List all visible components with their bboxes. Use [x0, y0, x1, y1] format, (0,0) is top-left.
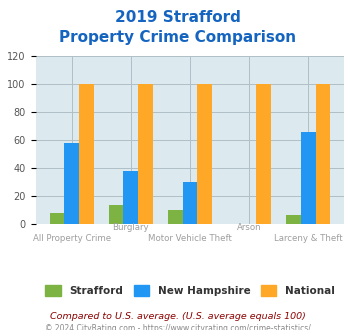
Bar: [50, 213, 64, 224]
Bar: [168, 211, 182, 224]
Text: 2019 Strafford: 2019 Strafford: [115, 10, 240, 25]
Text: Motor Vehicle Theft: Motor Vehicle Theft: [148, 234, 232, 243]
Text: Compared to U.S. average. (U.S. average equals 100): Compared to U.S. average. (U.S. average …: [50, 312, 305, 321]
Bar: [301, 132, 316, 224]
Bar: [109, 205, 124, 224]
Bar: [124, 171, 138, 224]
Bar: [182, 182, 197, 224]
Text: © 2024 CityRating.com - https://www.cityrating.com/crime-statistics/: © 2024 CityRating.com - https://www.city…: [45, 324, 310, 330]
Text: All Property Crime: All Property Crime: [33, 234, 111, 243]
Bar: [64, 143, 79, 224]
Text: Larceny & Theft: Larceny & Theft: [274, 234, 343, 243]
Bar: [79, 84, 94, 224]
Bar: [197, 84, 212, 224]
Text: Arson: Arson: [237, 223, 261, 232]
Legend: Strafford, New Hampshire, National: Strafford, New Hampshire, National: [41, 281, 339, 300]
Bar: [138, 84, 153, 224]
Text: Burglary: Burglary: [113, 223, 149, 232]
Text: Property Crime Comparison: Property Crime Comparison: [59, 30, 296, 45]
Bar: [316, 84, 330, 224]
Bar: [286, 214, 301, 224]
Bar: [256, 84, 271, 224]
